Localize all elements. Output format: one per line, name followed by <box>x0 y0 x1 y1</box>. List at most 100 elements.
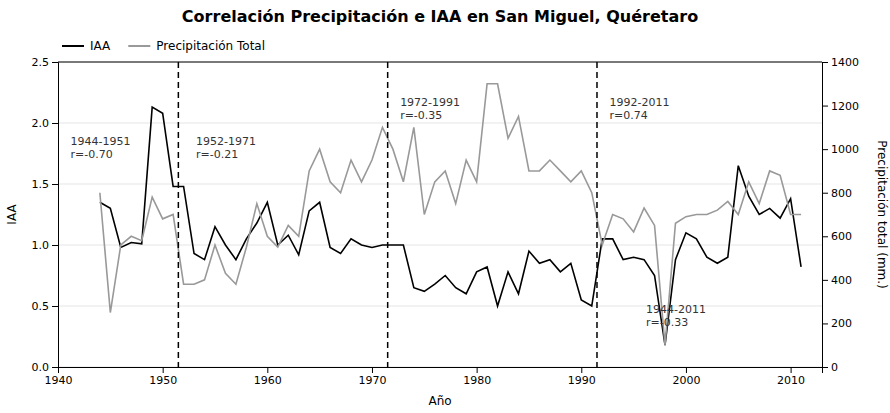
x-tick-mark <box>686 367 687 373</box>
y2-tick-mark <box>822 149 828 150</box>
y2-tick-label: 800 <box>831 187 852 200</box>
y2-tick-mark <box>822 106 828 107</box>
x-tick-label: 1980 <box>463 374 491 387</box>
annotation: 1972-1991r=-0.35 <box>400 96 460 122</box>
y-tick: 2.0 <box>32 117 59 130</box>
y2-axis-title: Precipitación total (mm.) <box>875 140 889 289</box>
y2-tick-mark <box>822 193 828 194</box>
y2-tick-mark <box>822 323 828 324</box>
y-tick: 1.0 <box>32 239 59 252</box>
y-tick: 2.5 <box>32 56 59 69</box>
x-tick: 1960 <box>254 367 282 387</box>
grid <box>58 62 822 367</box>
y2-tick: 1400 <box>822 56 859 69</box>
legend-swatch <box>128 45 150 47</box>
grid-line <box>58 123 822 124</box>
x-tick-label: 2010 <box>777 374 805 387</box>
x-tick-label: 1940 <box>45 374 73 387</box>
series-line <box>100 84 801 345</box>
vertical-line <box>178 62 180 367</box>
y2-tick: 800 <box>822 187 852 200</box>
x-tick: 1980 <box>463 367 491 387</box>
legend-label: IAA <box>90 39 111 53</box>
y2-tick: 400 <box>822 274 852 287</box>
x-tick-label: 1960 <box>254 374 282 387</box>
y2-tick-mark <box>822 280 828 281</box>
x-tick-mark <box>581 367 582 373</box>
y-tick: 1.5 <box>32 178 59 191</box>
y-tick-mark <box>52 184 58 185</box>
y2-tick-label: 400 <box>831 274 852 287</box>
y-tick-mark <box>52 306 58 307</box>
x-tick: 2010 <box>777 367 805 387</box>
y-axis-title: IAA <box>5 204 19 225</box>
x-tick: 2000 <box>672 367 700 387</box>
x-tick-label: 1970 <box>358 374 386 387</box>
y-tick-mark <box>52 123 58 124</box>
grid-line <box>58 306 822 307</box>
grid-line <box>58 245 822 246</box>
y2-tick-label: 1400 <box>831 56 859 69</box>
y2-tick-mark <box>822 367 828 368</box>
legend-swatch <box>62 45 84 47</box>
y2-tick-label: 200 <box>831 317 852 330</box>
y2-tick-label: 1000 <box>831 143 859 156</box>
plot-frame <box>58 62 822 63</box>
y2-tick-mark <box>822 236 828 237</box>
x-tick-label: 2000 <box>672 374 700 387</box>
y-tick-mark <box>52 62 58 63</box>
y2-tick: 1000 <box>822 143 859 156</box>
x-tick: 1950 <box>149 367 177 387</box>
y2-tick: 0 <box>822 361 838 374</box>
marks <box>100 62 801 367</box>
x-tick-mark <box>372 367 373 373</box>
annotation: 1944-1951r=-0.70 <box>70 135 130 161</box>
x-tick-label: 1950 <box>149 374 177 387</box>
legend: IAA Precipitación Total <box>62 39 265 53</box>
legend-item: IAA <box>62 39 111 53</box>
annotation: 1992-2011r=0.74 <box>609 96 669 122</box>
y-tick-label: 0.5 <box>32 300 50 313</box>
y-tick-label: 2.5 <box>32 56 50 69</box>
annotations: 1944-1951r=-0.70 1952-1971r=-0.21 1972-199… <box>70 96 706 330</box>
x-tick: 1990 <box>568 367 596 387</box>
y2-tick: 1200 <box>822 100 859 113</box>
series-line <box>100 107 801 345</box>
y-tick-label: 2.0 <box>32 117 50 130</box>
y-tick-label: 1.0 <box>32 239 50 252</box>
y2-axis: 0 200 400 600 800 1000 1200 1400 <box>822 56 859 374</box>
y2-tick-label: 0 <box>831 361 838 374</box>
vertical-line <box>387 62 389 367</box>
y-tick-mark <box>52 367 58 368</box>
y-axis: 0.0 0.5 1.0 1.5 2.0 2.5 <box>32 56 59 374</box>
y-tick-label: 1.5 <box>32 178 50 191</box>
y-tick: 0.5 <box>32 300 59 313</box>
plot: 194019501960197019801990200020100.00.51.… <box>32 56 860 387</box>
y2-tick: 600 <box>822 230 852 243</box>
y-tick-label: 0.0 <box>32 361 50 374</box>
legend-item: Precipitación Total <box>128 39 265 53</box>
x-tick-mark <box>267 367 268 373</box>
x-tick-mark <box>163 367 164 373</box>
x-axis-title: Año <box>428 394 451 408</box>
annotation: 1952-1971r=-0.21 <box>196 135 256 161</box>
y2-tick: 200 <box>822 317 852 330</box>
y2-tick-mark <box>822 62 828 63</box>
axis-line <box>823 63 829 368</box>
grid-line <box>58 62 822 63</box>
axis-line <box>59 368 823 374</box>
title: Correlación Precipitación e IAA en San M… <box>182 7 698 26</box>
x-tick-label: 1990 <box>568 374 596 387</box>
annotation: 1944-2011r=-0.33 <box>646 303 706 329</box>
x-axis: 1940 1950 1960 1970 1980 1990 2000 2010 <box>45 367 823 387</box>
legend-label: Precipitación Total <box>156 39 265 53</box>
chart: 194019501960197019801990200020100.00.51.… <box>0 0 890 413</box>
x-tick: 1970 <box>358 367 386 387</box>
vertical-line <box>596 62 598 367</box>
y2-tick-label: 600 <box>831 230 852 243</box>
y-tick-mark <box>52 245 58 246</box>
x-tick-mark <box>791 367 792 373</box>
y2-tick-label: 1200 <box>831 100 859 113</box>
axis-line <box>52 63 59 368</box>
x-tick-mark <box>477 367 478 373</box>
